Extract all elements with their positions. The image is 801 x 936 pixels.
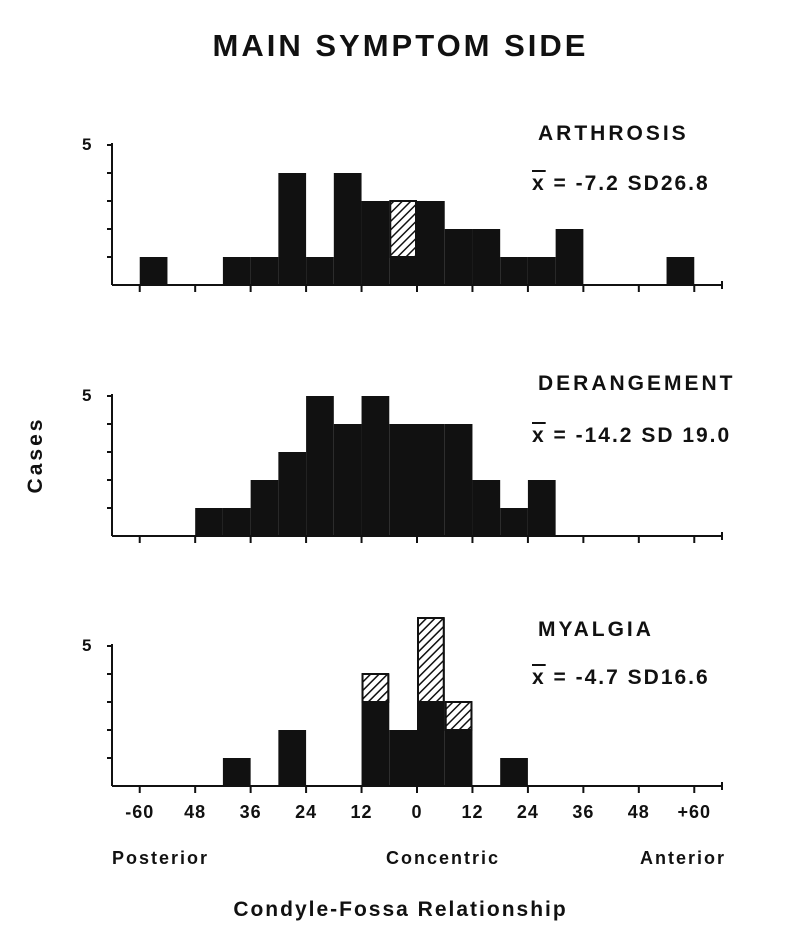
mean-symbol: x [532,424,546,447]
histogram-bar [500,508,528,536]
histogram-bar [472,480,501,536]
chart-title: MAIN SYMPTOM SIDE [212,28,589,63]
x-tick-label: 48 [184,802,207,822]
histogram-bar [333,173,362,285]
x-tick-label: -60 [125,802,155,822]
histogram-bar [389,730,417,786]
histogram-bar [444,229,473,285]
ytick-label-derangement: 5 [82,386,92,405]
x-tick-label: 24 [516,802,539,822]
histogram-bar [222,508,251,536]
panel-title-myalgia: MYALGIA [538,618,654,641]
region-label-concentric: Concentric [386,848,501,868]
x-tick-label: 48 [627,802,650,822]
histogram-bar [306,257,334,285]
x-tick-label: 36 [239,802,262,822]
histogram-bar [278,452,307,536]
x-tick-label: 0 [411,802,423,822]
panel-stat-arthrosis: x = -7.2 SD26.8 [532,172,710,196]
panel-title-derangement: DERANGEMENT [538,372,736,395]
ytick-label-arthrosis: 5 [82,135,92,154]
x-tick-label: 12 [350,802,373,822]
histogram-bar-hatched [444,701,473,731]
panel-stat-myalgia: x = -4.7 SD16.6 [532,666,710,690]
mean-symbol: x [532,172,546,195]
stat-value: = -7.2 SD26.8 [545,172,710,195]
x-tick-label: +60 [677,802,712,822]
mean-symbol: x [532,666,546,689]
panel-stat-derangement: x = -14.2 SD 19.0 [532,424,731,448]
histogram-bar [306,396,334,536]
histogram-bar [333,424,362,536]
histogram-bar-hatched [417,617,445,703]
histogram-bar [417,201,445,285]
panel-arthrosis [107,143,723,292]
region-label-posterior: Posterior [112,848,210,868]
x-tick-label: 36 [572,802,595,822]
histogram-bar [139,257,168,285]
histogram-bar [361,201,390,285]
stat-value: = -14.2 SD 19.0 [545,424,732,447]
histogram-bar [444,424,473,536]
x-tick-label: 24 [295,802,318,822]
histogram-bar [278,173,307,285]
histogram-bar [250,480,279,536]
histogram-bar [195,508,223,536]
histogram-bar [527,257,556,285]
histogram-bar [417,424,445,536]
histogram-bar-hatched [361,673,390,703]
panel-derangement [107,394,723,543]
x-tick-label: 12 [461,802,484,822]
panel-title-arthrosis: ARTHROSIS [538,122,689,145]
histogram-bar [500,257,528,285]
panel-myalgia [107,617,723,793]
histogram-bar [389,424,417,536]
histogram-bar [250,257,279,285]
histogram-bar [361,396,390,536]
histogram-bar [500,758,528,786]
stat-value: = -4.7 SD16.6 [545,666,710,689]
ytick-label-myalgia: 5 [82,636,92,655]
histogram-bar [278,730,307,786]
histogram-bar [222,257,251,285]
histogram-bar [666,257,695,285]
histogram-bar [527,480,556,536]
histogram-bar [472,229,501,285]
histogram-bar [222,758,251,786]
region-label-anterior: Anterior [640,848,727,868]
histogram-bar-hatched [389,200,418,258]
histogram-bar [555,229,584,285]
x-axis-label: Condyle-Fossa Relationship [233,898,568,921]
y-axis-label: Cases [24,416,47,494]
